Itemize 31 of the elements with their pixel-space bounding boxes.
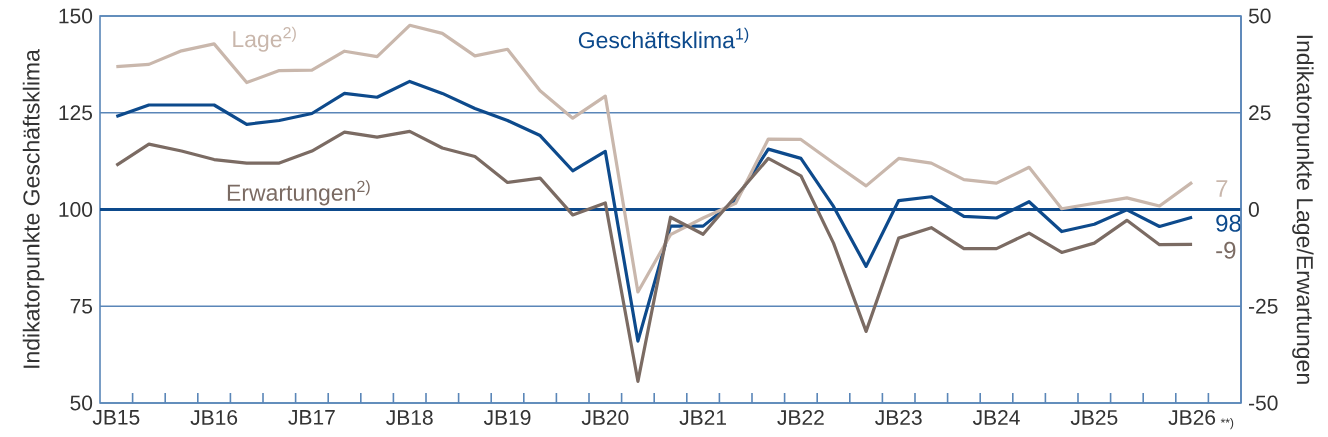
y2-axis-title: Indikatorpunkte Lage/Erwartungen bbox=[1292, 35, 1314, 384]
y2-tick-label: 0 bbox=[1248, 202, 1259, 217]
x-tick-label: JB26 bbox=[1168, 410, 1216, 425]
y-tick-label: 75 bbox=[70, 298, 93, 314]
series-label: Erwartungen$^{2)}$ bbox=[227, 180, 370, 206]
y-tick-label: 150 bbox=[59, 8, 93, 24]
data-label: 7 bbox=[1216, 180, 1228, 197]
text: **) bbox=[1220, 418, 1234, 430]
y2-tick-label: -25 bbox=[1249, 298, 1278, 314]
y-tick-label: 125 bbox=[59, 105, 93, 121]
x-tick-label: JB18 bbox=[386, 410, 433, 425]
y-axis-title: Indikatorpunkte Geschäftsklima bbox=[22, 49, 45, 368]
text: Geschäftsklima$^{1)}$ bbox=[578, 27, 749, 49]
x-tick-label: JB25 bbox=[1070, 410, 1118, 425]
x-tick-label: JB22 bbox=[777, 410, 824, 425]
x-tick-label: JB24 bbox=[972, 410, 1020, 425]
x-tick-label: JB16 bbox=[190, 410, 238, 425]
y2-tick-label: -50 bbox=[1249, 395, 1278, 411]
y2-tick-label: 25 bbox=[1249, 105, 1271, 121]
x-tick-label: JB19 bbox=[483, 410, 531, 425]
y-tick-label: 50 bbox=[70, 395, 93, 411]
x-tick-label: JB17 bbox=[288, 410, 335, 425]
line-series bbox=[114, 129, 1194, 383]
series-label: Lage$^{2)}$ bbox=[233, 26, 296, 52]
data-label: -9 bbox=[1216, 241, 1236, 259]
y2-tick-label: 50 bbox=[1248, 8, 1271, 24]
y-tick-label: 100 bbox=[59, 202, 93, 217]
x-tick-label: JB23 bbox=[875, 410, 922, 425]
x-tick-label: JB21 bbox=[679, 410, 726, 425]
x-tick-label: JB15 bbox=[92, 410, 140, 425]
x-tick-label: JB20 bbox=[581, 410, 629, 425]
